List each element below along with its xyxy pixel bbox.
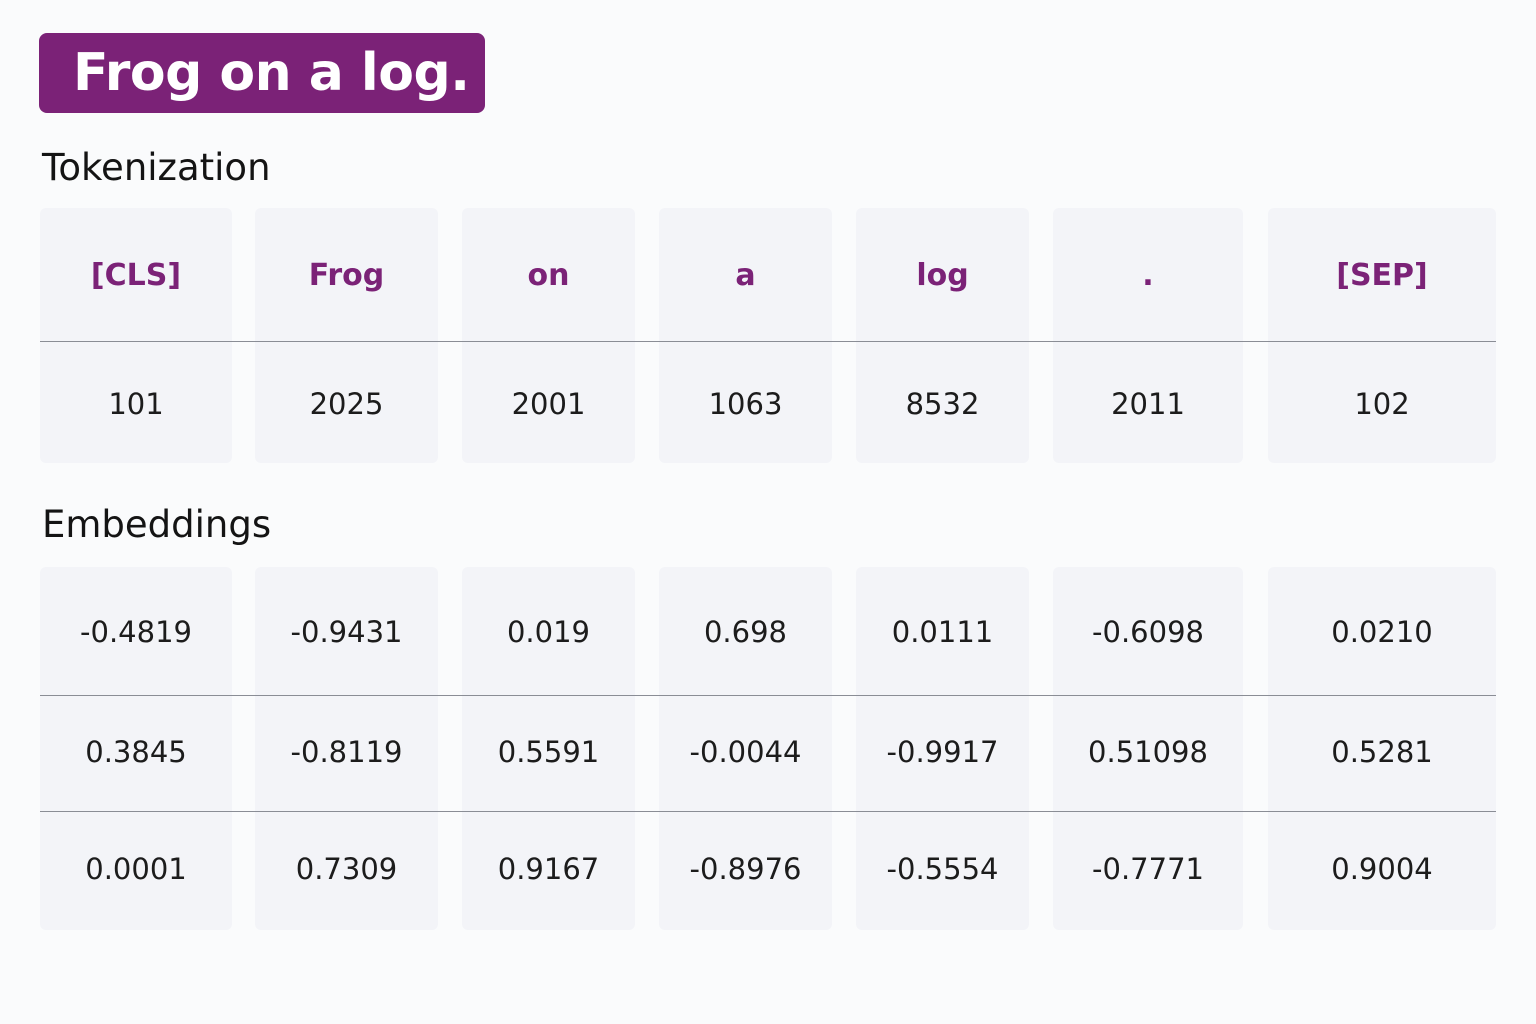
token-id-cell: 1063 bbox=[708, 387, 783, 421]
embedding-value-cell: -0.9431 bbox=[290, 615, 403, 649]
token-cell: log bbox=[916, 257, 969, 293]
token-column-bg bbox=[659, 208, 832, 463]
title-badge: Frog on a log. bbox=[39, 33, 485, 113]
token-column-bg bbox=[462, 208, 635, 463]
token-cell: on bbox=[527, 257, 570, 293]
token-cell: . bbox=[1142, 257, 1154, 293]
embedding-column-bg bbox=[856, 567, 1029, 930]
embedding-value-cell: 0.7309 bbox=[295, 852, 398, 886]
token-id-cell: 2025 bbox=[309, 387, 384, 421]
token-column-bg bbox=[40, 208, 232, 463]
embedding-column-bg bbox=[1268, 567, 1496, 930]
token-cell: [CLS] bbox=[90, 257, 182, 293]
token-id-cell: 102 bbox=[1354, 387, 1410, 421]
token-id-cell: 2011 bbox=[1111, 387, 1185, 421]
embedding-row-divider bbox=[40, 811, 1496, 812]
embedding-value-cell: 0.698 bbox=[703, 615, 788, 649]
embedding-value-cell: -0.5554 bbox=[886, 852, 999, 886]
embedding-column-bg bbox=[1053, 567, 1243, 930]
embedding-value-cell: 0.0111 bbox=[891, 615, 994, 649]
embedding-value-cell: 0.51098 bbox=[1088, 735, 1208, 769]
token-cell: a bbox=[735, 257, 756, 293]
embedding-column-bg bbox=[462, 567, 635, 930]
embedding-row-divider bbox=[40, 695, 1496, 696]
embedding-value-cell: 0.9004 bbox=[1331, 852, 1433, 886]
token-column-bg bbox=[1053, 208, 1243, 463]
embedding-value-cell: 0.0210 bbox=[1331, 615, 1433, 649]
token-id-cell: 101 bbox=[108, 387, 164, 421]
embedding-value-cell: -0.0044 bbox=[689, 735, 802, 769]
token-id-cell: 2001 bbox=[511, 387, 586, 421]
embeddings-heading: Embeddings bbox=[42, 503, 272, 546]
token-row-divider bbox=[40, 341, 1496, 342]
embedding-value-cell: -0.7771 bbox=[1092, 852, 1204, 886]
token-column-bg bbox=[856, 208, 1029, 463]
token-column-bg bbox=[1268, 208, 1496, 463]
tokenization-heading: Tokenization bbox=[42, 146, 271, 189]
embedding-value-cell: -0.8976 bbox=[689, 852, 802, 886]
embedding-column-bg bbox=[40, 567, 232, 930]
embedding-value-cell: 0.5591 bbox=[497, 735, 600, 769]
token-column-bg bbox=[255, 208, 438, 463]
embedding-value-cell: 0.019 bbox=[506, 615, 591, 649]
embedding-value-cell: -0.9917 bbox=[886, 735, 999, 769]
token-id-cell: 8532 bbox=[905, 387, 980, 421]
embedding-value-cell: -0.6098 bbox=[1092, 615, 1204, 649]
embedding-value-cell: 0.0001 bbox=[85, 852, 187, 886]
embedding-value-cell: -0.8119 bbox=[290, 735, 403, 769]
token-cell: [SEP] bbox=[1336, 257, 1428, 293]
embedding-value-cell: -0.4819 bbox=[80, 615, 192, 649]
embedding-value-cell: 0.9167 bbox=[497, 852, 600, 886]
embedding-value-cell: 0.5281 bbox=[1331, 735, 1433, 769]
embedding-column-bg bbox=[255, 567, 438, 930]
token-cell: Frog bbox=[308, 257, 385, 293]
embedding-column-bg bbox=[659, 567, 832, 930]
embedding-value-cell: 0.3845 bbox=[85, 735, 187, 769]
